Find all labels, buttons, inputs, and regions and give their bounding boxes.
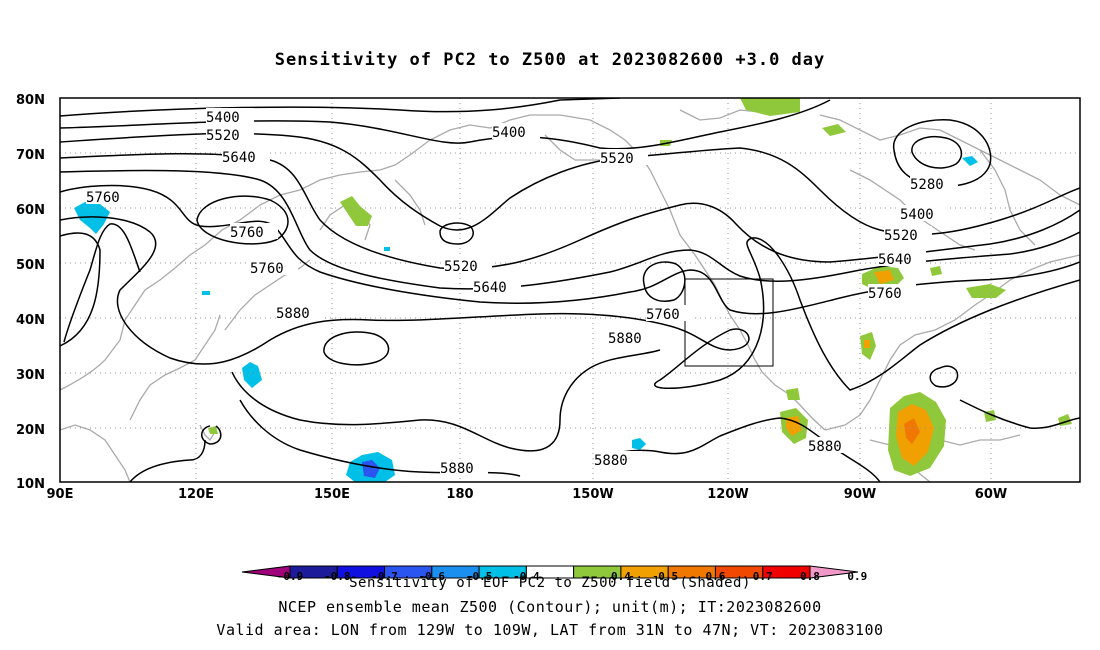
contour-label: 5640 xyxy=(222,150,256,166)
colorbar-label: 0.5 xyxy=(658,570,678,583)
lat-label: 40N xyxy=(16,313,45,328)
lon-label: 120W xyxy=(707,487,748,502)
map-title: Sensitivity of PC2 to Z500 at 2023082600… xyxy=(274,50,826,70)
colorbar-label: -0.8 xyxy=(324,570,351,583)
contour-label: 5280 xyxy=(910,177,944,193)
contour-label: 5760 xyxy=(230,225,264,241)
caption-line-2: NCEP ensemble mean Z500 (Contour); unit(… xyxy=(278,598,822,616)
colorbar-label: 0.8 xyxy=(800,570,820,583)
contour-label: 5880 xyxy=(440,461,474,477)
contour-label: 5880 xyxy=(594,453,628,469)
lat-label: 30N xyxy=(16,368,45,383)
contour-label: 5640 xyxy=(473,280,507,296)
caption-line-3: Valid area: LON from 129W to 109W, LAT f… xyxy=(216,621,884,639)
colorbar-label: 0.7 xyxy=(753,570,773,583)
colorbar-label: 0.4 xyxy=(611,570,631,583)
colorbar-label: -0.9 xyxy=(277,570,304,583)
lon-label: 90E xyxy=(47,487,74,502)
lon-label: 150W xyxy=(572,487,613,502)
colorbar-label: -0.6 xyxy=(419,570,446,583)
contour-label: 5880 xyxy=(276,306,310,322)
contour-label: 5760 xyxy=(646,307,680,323)
colorbar: -0.9 -0.8 -0.7 -0.6 -0.5 -0.4 0.4 0.5 0.6 0.7 0.8 0… xyxy=(241,565,867,583)
valid-area-box xyxy=(684,278,774,367)
lon-label: 150E xyxy=(314,487,350,502)
lat-label: 50N xyxy=(16,258,45,273)
lat-label: 60N xyxy=(16,203,45,218)
lat-label: 80N xyxy=(16,93,45,108)
contour-label: 5520 xyxy=(444,259,478,275)
contour-labels: 5400 5400 5520 5520 5640 5640 5760 5760 … xyxy=(86,110,944,477)
contour-label: 5400 xyxy=(206,110,240,126)
contour-label: 5520 xyxy=(600,151,634,167)
lon-label: 120E xyxy=(178,487,214,502)
colorbar-label: -0.4 xyxy=(513,570,540,583)
colorbar-label: -0.7 xyxy=(371,570,398,583)
contour-label: 5880 xyxy=(608,331,642,347)
contour-label: 5400 xyxy=(900,207,934,223)
contour-label: 5520 xyxy=(884,228,918,244)
contour-label: 5760 xyxy=(868,286,902,302)
lon-label: 90W xyxy=(844,487,876,502)
lon-label: 180 xyxy=(446,487,473,502)
lat-axis-labels: 80N 70N 60N 50N 40N 30N 20N 10N xyxy=(16,93,45,492)
lon-axis-labels: 90E 120E 150E 180 150W 120W 90W 60W xyxy=(47,487,1008,502)
colorbar-high-triangle xyxy=(809,565,859,579)
contour-label: 5760 xyxy=(86,190,120,206)
contour-label: 5760 xyxy=(250,261,284,277)
colorbar-label: 0.6 xyxy=(706,570,726,583)
contour-label: 5640 xyxy=(878,252,912,268)
lat-label: 10N xyxy=(16,477,45,492)
contour-label: 5520 xyxy=(206,128,240,144)
lat-label: 20N xyxy=(16,423,45,438)
colorbar-label: -0.5 xyxy=(466,570,493,583)
caption-line-1: Sensitivity of EOF PC2 to Z500 field (Sh… xyxy=(349,575,751,591)
colorbar-label: 0.9 xyxy=(847,570,867,583)
lon-label: 60W xyxy=(975,487,1007,502)
lat-label: 70N xyxy=(16,148,45,163)
plot-frame xyxy=(59,97,1081,483)
contour-label: 5880 xyxy=(808,439,842,455)
contour-label: 5400 xyxy=(492,125,526,141)
